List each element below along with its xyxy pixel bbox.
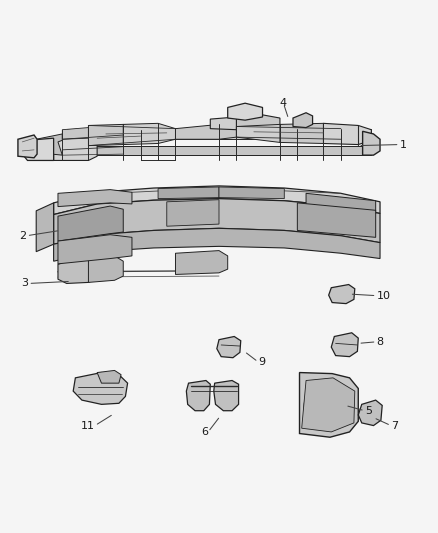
Polygon shape bbox=[19, 138, 53, 160]
Polygon shape bbox=[210, 117, 254, 130]
Polygon shape bbox=[58, 235, 132, 264]
Polygon shape bbox=[88, 256, 123, 282]
Polygon shape bbox=[331, 333, 358, 357]
Text: 4: 4 bbox=[280, 98, 287, 108]
Polygon shape bbox=[186, 381, 210, 411]
Polygon shape bbox=[53, 131, 97, 160]
Text: 5: 5 bbox=[365, 406, 372, 416]
Polygon shape bbox=[363, 131, 380, 155]
Polygon shape bbox=[306, 193, 376, 214]
Polygon shape bbox=[214, 381, 239, 411]
Polygon shape bbox=[123, 123, 176, 144]
Polygon shape bbox=[53, 199, 380, 244]
Polygon shape bbox=[97, 370, 121, 383]
Polygon shape bbox=[53, 186, 380, 215]
Text: 9: 9 bbox=[258, 357, 265, 367]
Polygon shape bbox=[67, 128, 371, 139]
Polygon shape bbox=[358, 400, 382, 425]
Polygon shape bbox=[293, 113, 313, 127]
Polygon shape bbox=[228, 103, 262, 120]
Text: 10: 10 bbox=[377, 290, 391, 301]
Polygon shape bbox=[67, 146, 371, 155]
Polygon shape bbox=[219, 187, 284, 199]
Polygon shape bbox=[297, 203, 376, 237]
Polygon shape bbox=[73, 373, 127, 405]
Text: 6: 6 bbox=[201, 427, 208, 437]
Text: 2: 2 bbox=[20, 231, 27, 241]
Polygon shape bbox=[176, 251, 228, 274]
Polygon shape bbox=[36, 134, 62, 155]
Polygon shape bbox=[58, 206, 123, 241]
Polygon shape bbox=[36, 203, 53, 252]
Polygon shape bbox=[88, 124, 141, 146]
Text: 8: 8 bbox=[377, 337, 384, 347]
Polygon shape bbox=[62, 127, 88, 139]
Polygon shape bbox=[237, 115, 280, 130]
Text: 1: 1 bbox=[399, 140, 406, 150]
Polygon shape bbox=[18, 135, 37, 158]
Polygon shape bbox=[53, 228, 380, 261]
Polygon shape bbox=[217, 336, 241, 358]
Text: 3: 3 bbox=[21, 278, 28, 288]
Text: 11: 11 bbox=[81, 421, 95, 431]
Polygon shape bbox=[176, 124, 237, 139]
Polygon shape bbox=[328, 285, 355, 304]
Polygon shape bbox=[158, 187, 219, 199]
Polygon shape bbox=[167, 200, 219, 226]
Polygon shape bbox=[58, 259, 97, 284]
Text: 7: 7 bbox=[391, 421, 398, 431]
Polygon shape bbox=[58, 190, 132, 207]
Polygon shape bbox=[323, 123, 371, 144]
Polygon shape bbox=[300, 373, 358, 437]
Polygon shape bbox=[88, 125, 123, 138]
Polygon shape bbox=[280, 123, 341, 143]
Polygon shape bbox=[302, 378, 355, 432]
Polygon shape bbox=[237, 124, 297, 142]
